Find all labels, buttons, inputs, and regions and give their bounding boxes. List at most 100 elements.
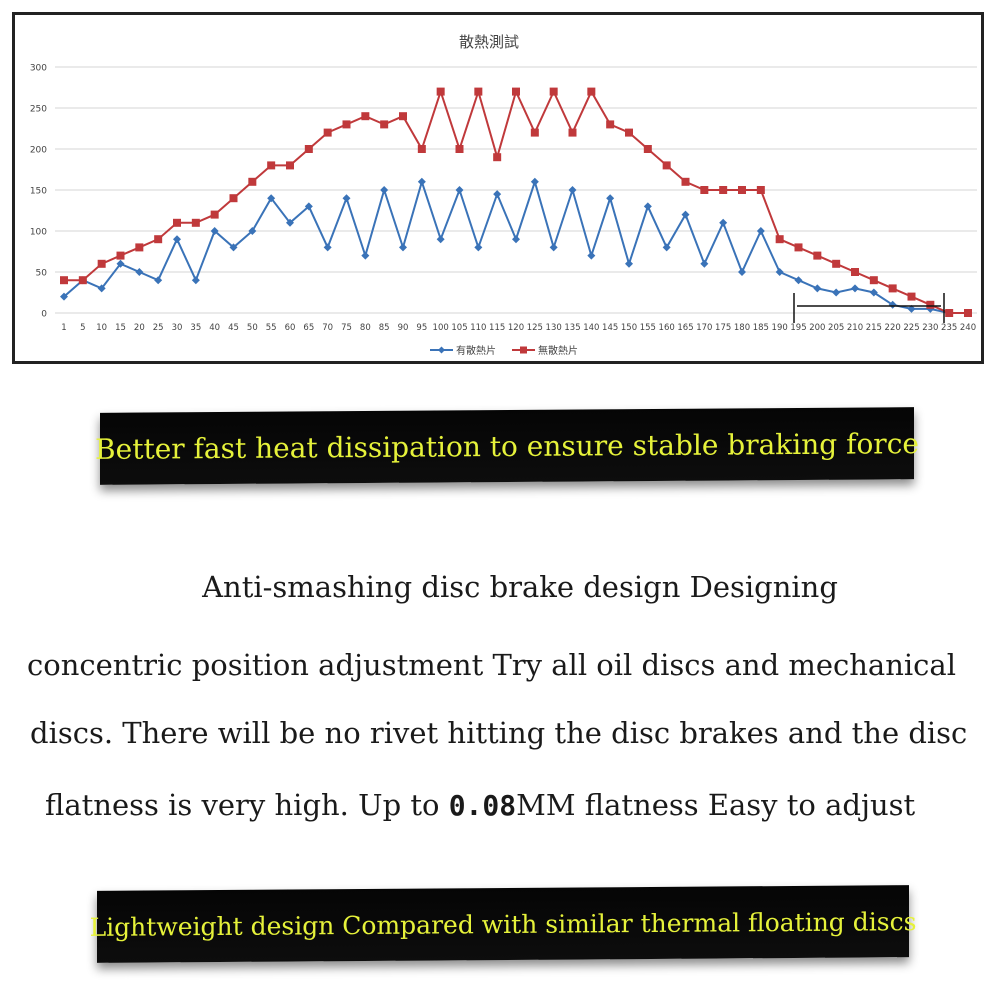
y-tick-label: 100: [30, 228, 47, 238]
x-tick-label: 25: [153, 323, 164, 333]
data-point: [286, 218, 294, 227]
x-tick-label: 1: [61, 323, 66, 333]
chart-legend: 有散熱片 無散熱片: [430, 344, 578, 357]
data-point: [361, 112, 370, 121]
x-tick-label: 120: [508, 323, 524, 333]
data-point: [888, 284, 897, 293]
x-tick-label: 170: [696, 323, 712, 333]
data-point: [756, 186, 765, 194]
data-point: [926, 300, 935, 309]
x-tick-label: 220: [885, 323, 901, 333]
data-point: [851, 268, 859, 276]
data-point: [719, 186, 728, 194]
data-point: [738, 186, 746, 194]
data-point: [417, 177, 426, 186]
data-point: [267, 161, 276, 170]
data-point: [625, 259, 633, 268]
data-point: [323, 128, 332, 137]
data-point: [380, 120, 389, 129]
data-point: [380, 186, 389, 194]
series-1: [60, 177, 954, 317]
x-tick-label: 135: [564, 323, 580, 333]
data-point: [738, 268, 746, 276]
x-tick-label: 55: [266, 323, 277, 333]
data-point: [154, 276, 163, 285]
y-tick-label: 200: [30, 146, 47, 156]
x-tick-label: 115: [489, 323, 505, 333]
x-tick-label: 40: [209, 323, 220, 333]
x-tick-label: 145: [602, 323, 618, 333]
data-point: [455, 186, 464, 194]
x-tick-label: 80: [360, 323, 371, 333]
data-point: [173, 235, 181, 244]
data-point: [964, 309, 972, 317]
x-tick-label: 95: [416, 323, 427, 333]
data-point: [191, 218, 200, 227]
description-line-2: concentric position adjustment Try all o…: [27, 648, 956, 682]
data-point: [568, 128, 577, 137]
x-tick-label: 165: [677, 323, 693, 333]
x-tick-label: 35: [190, 323, 201, 333]
data-point: [97, 284, 106, 293]
data-point: [888, 300, 897, 309]
banner-lightweight-design: Lightweight design Compared with similar…: [90, 885, 916, 963]
banner-top-text: Better fast heat dissipation to ensure s…: [95, 426, 919, 466]
data-point: [794, 276, 803, 285]
chart-series: [60, 87, 972, 317]
data-point: [210, 210, 219, 219]
data-point: [869, 288, 878, 297]
data-point: [304, 145, 313, 153]
x-tick-label: 75: [341, 323, 352, 333]
data-point: [700, 186, 709, 194]
x-tick-label: 15: [115, 323, 126, 333]
data-point: [399, 243, 407, 252]
data-point: [78, 276, 87, 285]
data-point: [813, 284, 822, 293]
x-tick-label: 230: [922, 323, 938, 333]
data-point: [116, 259, 125, 268]
data-point: [606, 194, 615, 203]
data-point: [587, 87, 596, 96]
data-point: [135, 268, 144, 276]
x-tick-label: 185: [753, 323, 769, 333]
x-tick-label: 105: [451, 323, 467, 333]
x-tick-label: 85: [379, 323, 390, 333]
data-point: [700, 259, 709, 268]
data-point: [493, 153, 502, 162]
y-tick-label: 0: [41, 310, 47, 320]
legend-marker-series-1: [438, 346, 445, 354]
x-tick-label: 225: [903, 323, 919, 333]
y-tick-label: 300: [30, 64, 47, 74]
data-point: [775, 235, 784, 244]
series-line-2: [64, 88, 968, 314]
x-tick-label: 175: [715, 323, 731, 333]
data-point: [813, 251, 822, 260]
x-tick-label: 140: [583, 323, 599, 333]
x-tick-label: 50: [247, 323, 258, 333]
data-point: [436, 235, 445, 244]
y-axis-ticks: 0 50 100 150 200 250 300: [30, 64, 47, 320]
x-tick-label: 10: [96, 323, 107, 333]
x-tick-label: 240: [960, 323, 976, 333]
data-point: [417, 145, 426, 153]
x-tick-label: 190: [772, 323, 788, 333]
data-point: [907, 292, 916, 301]
x-tick-label: 235: [941, 323, 957, 333]
x-tick-label: 30: [172, 323, 183, 333]
x-tick-label: 215: [866, 323, 882, 333]
data-point: [229, 194, 238, 203]
x-tick-label: 125: [527, 323, 543, 333]
x-tick-label: 195: [790, 323, 806, 333]
data-point: [662, 161, 671, 170]
data-point: [342, 120, 351, 129]
data-point: [304, 202, 313, 211]
x-tick-label: 60: [285, 323, 296, 333]
x-tick-label: 160: [659, 323, 675, 333]
data-point: [97, 259, 106, 268]
chart-title: 散熱測試: [459, 33, 519, 51]
x-tick-label: 20: [134, 323, 145, 333]
data-point: [286, 161, 294, 170]
data-point: [191, 276, 200, 285]
data-point: [549, 243, 558, 252]
